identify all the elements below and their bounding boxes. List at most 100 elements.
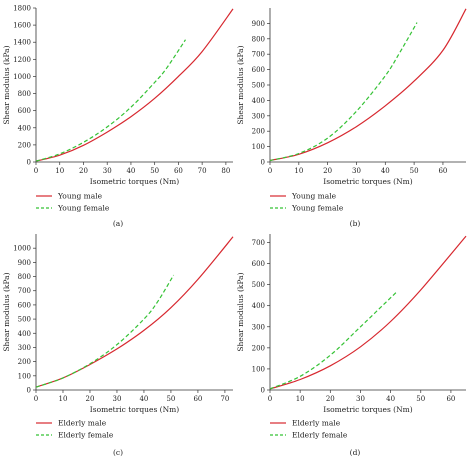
y-tick-label: 1800 <box>13 5 31 13</box>
legend-label: Young female <box>57 204 110 213</box>
y-tick-label: 400 <box>252 97 265 105</box>
x-tick-label: 10 <box>294 167 303 175</box>
legend-label: Elderly male <box>58 419 107 428</box>
x-axis-title: Isometric torques (Nm) <box>323 177 412 186</box>
x-tick-label: 10 <box>296 395 305 403</box>
y-tick-label: 300 <box>18 344 31 352</box>
x-tick-label: 50 <box>416 395 425 403</box>
legend-label: Elderly female <box>58 431 114 440</box>
y-tick-label: 1600 <box>13 22 31 30</box>
y-tick-label: 800 <box>18 90 31 98</box>
chart-panel-4: 0 10 20 30 40 50 600100200300400500600700Isome… <box>236 234 467 457</box>
x-tick-label: 60 <box>438 167 447 175</box>
y-tick-label: 400 <box>18 330 31 338</box>
y-axis-title: Shear modulus (kPa) <box>2 272 11 351</box>
y-tick-label: 900 <box>18 259 31 267</box>
legend-label: Young male <box>291 192 337 201</box>
x-axis-title: Isometric torques (Nm) <box>90 177 179 186</box>
series-line-female <box>269 291 398 390</box>
y-tick-label: 0 <box>261 387 265 395</box>
y-tick-label: 500 <box>18 316 31 324</box>
x-tick-label: 40 <box>386 395 395 403</box>
y-tick-label: 0 <box>27 387 31 395</box>
x-tick-label: 20 <box>323 167 332 175</box>
x-tick-label: 40 <box>381 167 390 175</box>
series-line-male <box>35 8 234 162</box>
x-tick-label: 50 <box>410 167 419 175</box>
y-tick-label: 100 <box>252 143 265 151</box>
legend-label: Elderly female <box>292 431 348 440</box>
y-tick-label: 300 <box>252 112 265 120</box>
x-tick-label: 10 <box>59 395 68 403</box>
x-axis-title: Isometric torques (Nm) <box>90 405 179 414</box>
x-tick-label: 60 <box>193 395 202 403</box>
series-line-male <box>269 235 467 390</box>
y-tick-label: 600 <box>18 301 31 309</box>
x-tick-label: 0 <box>268 167 272 175</box>
y-tick-label: 700 <box>252 239 265 247</box>
y-tick-label: 600 <box>252 66 265 74</box>
chart-panel-1: 0 10 20 30 40 50 60 70 8002004006008001000120014… <box>2 5 234 228</box>
legend-label: Young male <box>57 192 103 201</box>
y-tick-label: 200 <box>18 141 31 149</box>
y-tick-label: 600 <box>18 107 31 115</box>
x-tick-label: 10 <box>55 167 64 175</box>
y-tick-label: 1400 <box>13 39 31 47</box>
y-tick-label: 400 <box>18 124 31 132</box>
x-tick-label: 60 <box>446 395 455 403</box>
panel-caption: (b) <box>350 219 361 228</box>
x-tick-label: 20 <box>79 167 88 175</box>
y-tick-label: 800 <box>18 273 31 281</box>
x-tick-label: 70 <box>198 167 207 175</box>
x-tick-label: 30 <box>112 395 121 403</box>
y-axis-title: Shear modulus (kPa) <box>236 45 245 124</box>
y-tick-label: 800 <box>252 35 265 43</box>
y-tick-label: 1000 <box>13 73 31 81</box>
y-tick-label: 200 <box>252 344 265 352</box>
series-line-female <box>35 39 187 162</box>
x-tick-label: 30 <box>356 395 365 403</box>
x-tick-label: 0 <box>34 167 38 175</box>
panel-caption: (a) <box>113 219 123 228</box>
series-line-female <box>35 274 175 388</box>
y-tick-label: 300 <box>252 323 265 331</box>
y-tick-label: 400 <box>252 302 265 310</box>
x-tick-label: 20 <box>86 395 95 403</box>
legend-label: Young female <box>291 204 344 213</box>
x-tick-label: 60 <box>174 167 183 175</box>
x-tick-label: 0 <box>268 395 272 403</box>
x-tick-label: 0 <box>34 395 38 403</box>
legend-label: Elderly male <box>292 419 341 428</box>
panel-caption: (d) <box>350 448 361 457</box>
y-tick-label: 700 <box>18 287 31 295</box>
y-axis-title: Shear modulus (kPa) <box>2 45 11 124</box>
y-tick-label: 1200 <box>13 56 31 64</box>
chart-panel-2: 0 10 20 30 40 50 60010020030040050060070080090… <box>236 8 467 228</box>
x-tick-label: 50 <box>150 167 159 175</box>
y-tick-label: 100 <box>18 372 31 380</box>
y-tick-label: 200 <box>252 128 265 136</box>
y-axis-title: Shear modulus (kPa) <box>236 272 245 351</box>
y-tick-label: 1000 <box>13 245 31 253</box>
x-tick-label: 40 <box>139 395 148 403</box>
x-tick-label: 50 <box>166 395 175 403</box>
y-tick-label: 700 <box>252 51 265 59</box>
y-tick-label: 0 <box>261 159 265 167</box>
y-tick-label: 0 <box>27 159 31 167</box>
y-tick-label: 600 <box>252 260 265 268</box>
panel-caption: (c) <box>113 448 123 457</box>
x-tick-label: 30 <box>103 167 112 175</box>
series-line-male <box>269 8 467 162</box>
x-tick-label: 30 <box>352 167 361 175</box>
x-axis-title: Isometric torques (Nm) <box>323 405 412 414</box>
y-tick-label: 500 <box>252 281 265 289</box>
y-tick-label: 500 <box>252 82 265 90</box>
x-tick-label: 20 <box>326 395 335 403</box>
x-tick-label: 80 <box>221 167 230 175</box>
y-tick-label: 100 <box>252 365 265 373</box>
series-line-male <box>35 236 234 388</box>
x-tick-label: 40 <box>126 167 135 175</box>
y-tick-label: 900 <box>252 20 265 28</box>
chart-panel-3: 0 10 20 30 40 50 60 700100200300400500600700800… <box>2 234 234 457</box>
